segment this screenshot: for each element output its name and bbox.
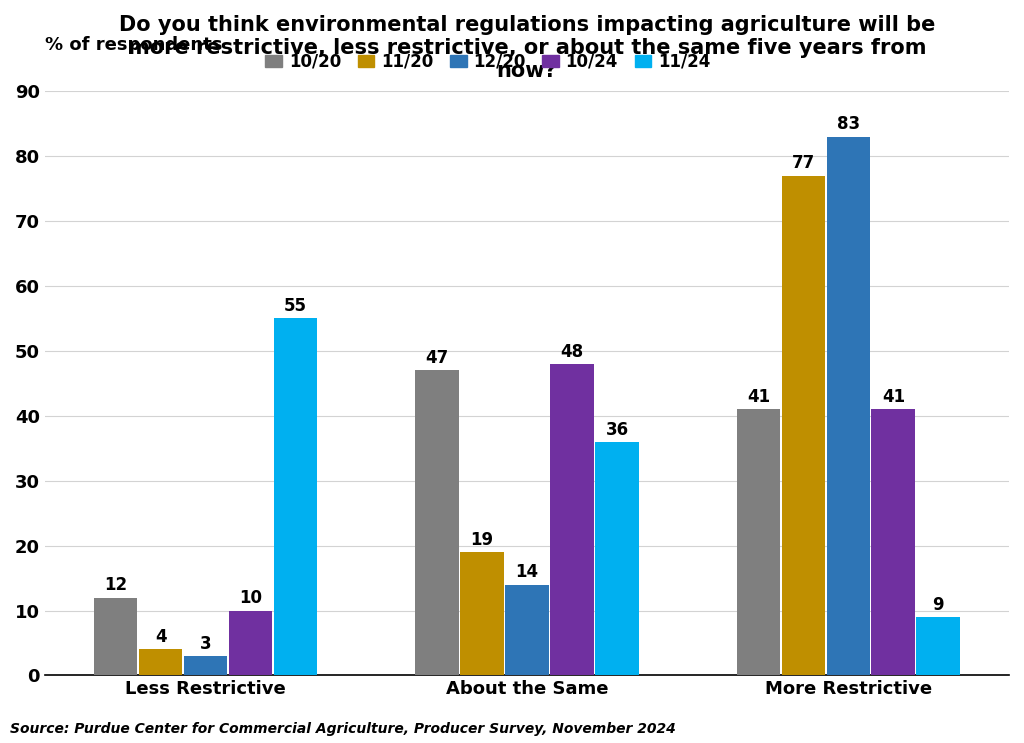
Title: Do you think environmental regulations impacting agriculture will be
more restri: Do you think environmental regulations i… (119, 15, 935, 82)
Bar (228, 611, 272, 675)
Text: 12: 12 (104, 577, 127, 594)
Bar (916, 617, 961, 675)
Text: 4: 4 (155, 629, 167, 646)
Bar (415, 370, 459, 675)
Bar (871, 409, 915, 675)
Text: 55: 55 (284, 297, 307, 315)
Text: Source: Purdue Center for Commercial Agriculture, Producer Survey, November 2024: Source: Purdue Center for Commercial Agr… (10, 721, 676, 736)
Text: 41: 41 (746, 388, 770, 406)
Bar (736, 409, 780, 675)
Text: 9: 9 (933, 596, 944, 614)
Text: 47: 47 (425, 349, 449, 367)
Text: 41: 41 (882, 388, 905, 406)
Bar (184, 656, 227, 675)
Bar (94, 597, 137, 675)
Text: % of respondents: % of respondents (45, 36, 222, 53)
Text: 3: 3 (200, 635, 212, 652)
Bar (139, 649, 182, 675)
Text: 19: 19 (470, 531, 494, 549)
Bar (595, 442, 639, 675)
Text: 83: 83 (837, 115, 860, 134)
Text: 10: 10 (240, 589, 262, 607)
Bar (826, 137, 870, 675)
Bar (550, 364, 594, 675)
Bar (781, 175, 825, 675)
Legend: 10/20, 11/20, 12/20, 10/24, 11/24: 10/20, 11/20, 12/20, 10/24, 11/24 (265, 53, 711, 71)
Text: 36: 36 (605, 421, 629, 438)
Bar (460, 552, 504, 675)
Text: 14: 14 (515, 563, 539, 581)
Bar (273, 319, 317, 675)
Text: 48: 48 (560, 343, 584, 360)
Text: 77: 77 (792, 155, 815, 172)
Bar (505, 585, 549, 675)
